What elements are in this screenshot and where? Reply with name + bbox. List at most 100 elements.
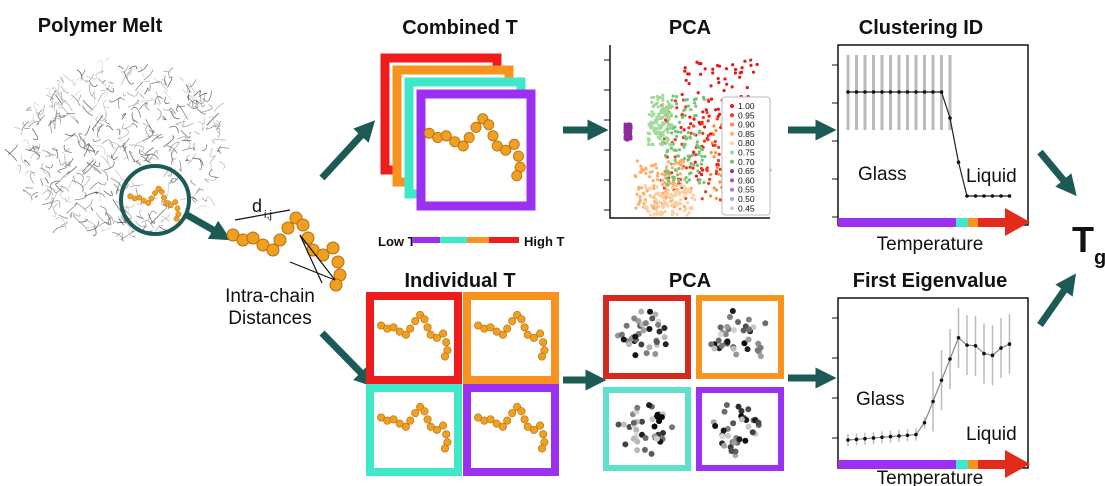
point xyxy=(639,199,642,202)
point xyxy=(719,168,722,171)
point xyxy=(695,97,698,100)
point xyxy=(880,90,884,94)
point xyxy=(639,165,642,168)
point xyxy=(762,320,768,326)
legend-marker xyxy=(730,113,734,117)
point xyxy=(678,191,681,194)
point xyxy=(897,90,901,94)
point xyxy=(923,421,927,425)
point xyxy=(675,184,678,187)
strand xyxy=(141,220,153,228)
point xyxy=(666,141,669,144)
point xyxy=(718,153,721,156)
point xyxy=(688,116,691,119)
point xyxy=(673,149,676,152)
point xyxy=(965,194,969,198)
point xyxy=(657,201,660,204)
point xyxy=(698,130,701,133)
strand xyxy=(95,151,98,155)
point xyxy=(656,213,659,216)
frame xyxy=(370,388,458,472)
point xyxy=(957,336,961,340)
strand xyxy=(64,154,67,167)
point xyxy=(649,171,652,174)
point xyxy=(632,352,638,358)
strand xyxy=(194,91,201,96)
strand xyxy=(45,178,48,183)
strand xyxy=(129,145,144,152)
point xyxy=(717,173,720,176)
point xyxy=(725,433,731,439)
point xyxy=(721,428,727,434)
point xyxy=(692,193,695,196)
point xyxy=(667,105,670,108)
point xyxy=(647,210,650,213)
point xyxy=(656,131,659,134)
point xyxy=(742,438,748,444)
point xyxy=(681,191,684,194)
point xyxy=(687,157,690,160)
strand xyxy=(132,123,137,128)
scale-bar xyxy=(412,237,440,243)
point xyxy=(715,197,718,200)
point xyxy=(676,173,679,176)
strand xyxy=(202,144,207,150)
point xyxy=(707,134,710,137)
strand xyxy=(102,170,108,181)
x-label: Temperature xyxy=(877,468,984,486)
point xyxy=(672,95,675,98)
point xyxy=(665,177,668,180)
point xyxy=(731,440,737,446)
strand xyxy=(63,75,71,82)
point xyxy=(685,176,688,179)
strand xyxy=(57,171,70,184)
distance-subscript: i,j xyxy=(264,209,272,221)
point xyxy=(649,451,655,457)
point xyxy=(957,160,961,164)
point xyxy=(663,112,666,115)
point xyxy=(697,91,700,94)
point xyxy=(658,96,661,99)
strand xyxy=(139,149,149,155)
point xyxy=(675,135,678,138)
strand xyxy=(83,79,88,81)
point xyxy=(661,211,664,214)
point xyxy=(689,108,692,111)
point xyxy=(739,417,745,423)
point xyxy=(635,193,638,196)
frame xyxy=(606,390,688,468)
point xyxy=(745,406,751,412)
point xyxy=(652,424,658,430)
strand xyxy=(110,97,121,102)
strand xyxy=(70,213,71,218)
strand xyxy=(26,107,31,110)
point xyxy=(690,154,693,157)
point xyxy=(690,132,693,135)
point xyxy=(703,98,706,101)
point xyxy=(660,117,663,120)
x-label: Temperature xyxy=(877,234,984,255)
strand xyxy=(119,138,129,147)
point xyxy=(724,338,730,344)
point xyxy=(644,350,650,356)
point xyxy=(706,138,709,141)
tg: T xyxy=(1072,219,1094,260)
point xyxy=(750,429,756,435)
point xyxy=(863,437,867,441)
point xyxy=(692,118,695,121)
arrow xyxy=(322,128,368,178)
point xyxy=(674,168,677,171)
strand xyxy=(18,165,21,172)
point xyxy=(692,125,695,128)
point xyxy=(1008,342,1012,346)
point xyxy=(940,90,944,94)
point xyxy=(624,323,630,329)
point xyxy=(718,324,724,330)
point xyxy=(677,167,680,170)
point xyxy=(667,160,670,163)
point xyxy=(692,164,695,167)
point xyxy=(670,99,673,102)
strand xyxy=(165,76,166,86)
point xyxy=(648,175,651,178)
strand xyxy=(23,140,30,149)
